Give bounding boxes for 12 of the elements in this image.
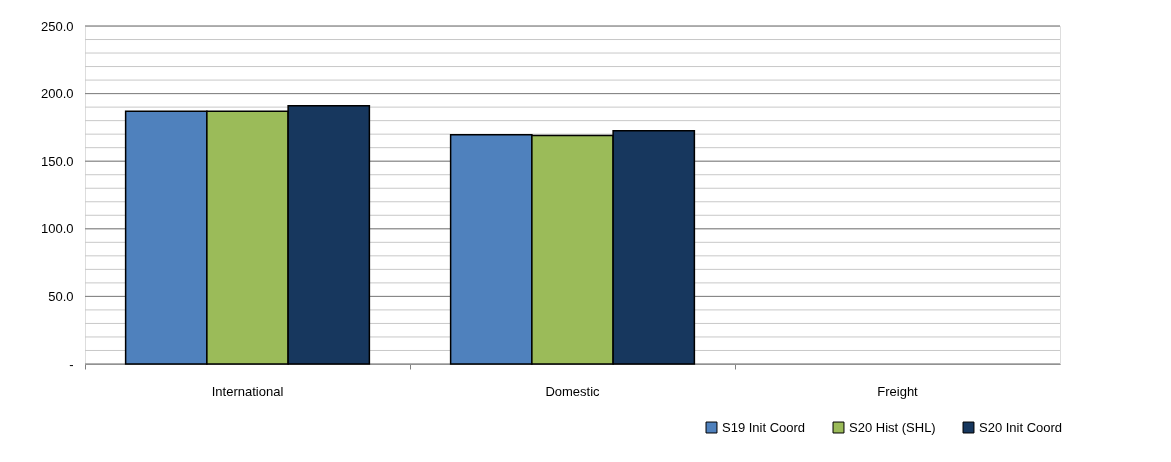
y-tick-label: 50.0 <box>48 288 74 304</box>
y-tick-label: 200.0 <box>40 86 74 102</box>
y-tick-label: 100.0 <box>40 221 74 237</box>
x-tick-label: International <box>211 383 284 399</box>
legend-label: S20 Init Coord <box>979 419 1063 435</box>
x-tick-label: Freight <box>877 383 919 399</box>
y-tick-label: - <box>69 356 74 372</box>
x-tick-label: Domestic <box>545 383 601 399</box>
legend-label: S20 Hist (SHL) <box>849 419 936 435</box>
y-tick-label: 150.0 <box>40 153 74 169</box>
legend-label: S19 Init Coord <box>722 419 806 435</box>
y-tick-label: 250.0 <box>40 18 74 34</box>
